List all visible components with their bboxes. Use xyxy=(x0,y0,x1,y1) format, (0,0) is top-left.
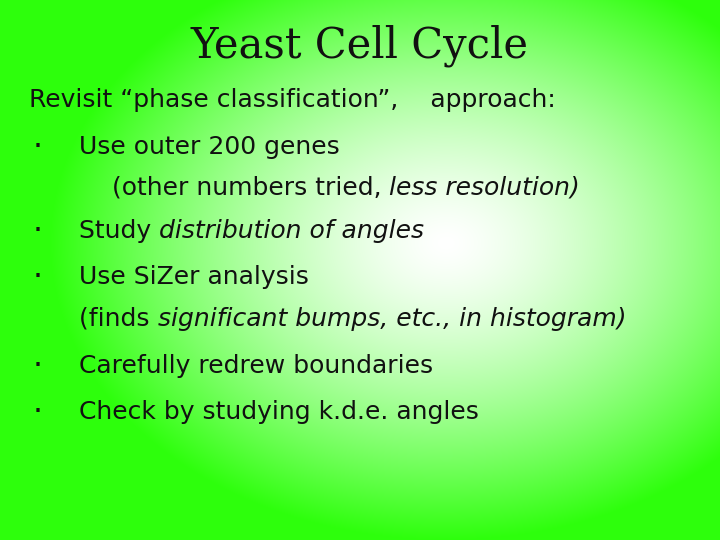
Text: (finds: (finds xyxy=(79,307,158,330)
Text: Yeast Cell Cycle: Yeast Cell Cycle xyxy=(191,25,529,67)
Text: ·: · xyxy=(32,350,42,382)
Text: (other numbers tried,: (other numbers tried, xyxy=(112,176,390,200)
Text: Revisit “phase classification”,    approach:: Revisit “phase classification”, approach… xyxy=(29,88,556,112)
Text: Use SiZer analysis: Use SiZer analysis xyxy=(79,265,309,289)
Text: distribution of angles: distribution of angles xyxy=(159,219,424,243)
Text: significant bumps, etc., in histogram): significant bumps, etc., in histogram) xyxy=(158,307,626,330)
Text: ·: · xyxy=(32,132,42,163)
Text: ·: · xyxy=(32,261,42,293)
Text: less resolution): less resolution) xyxy=(390,176,580,200)
Text: Carefully redrew boundaries: Carefully redrew boundaries xyxy=(79,354,433,378)
Text: Study: Study xyxy=(79,219,159,243)
Text: ·: · xyxy=(32,215,42,247)
Text: ·: · xyxy=(32,396,42,428)
Text: Check by studying k.d.e. angles: Check by studying k.d.e. angles xyxy=(79,400,479,424)
Text: Use outer 200 genes: Use outer 200 genes xyxy=(79,136,340,159)
